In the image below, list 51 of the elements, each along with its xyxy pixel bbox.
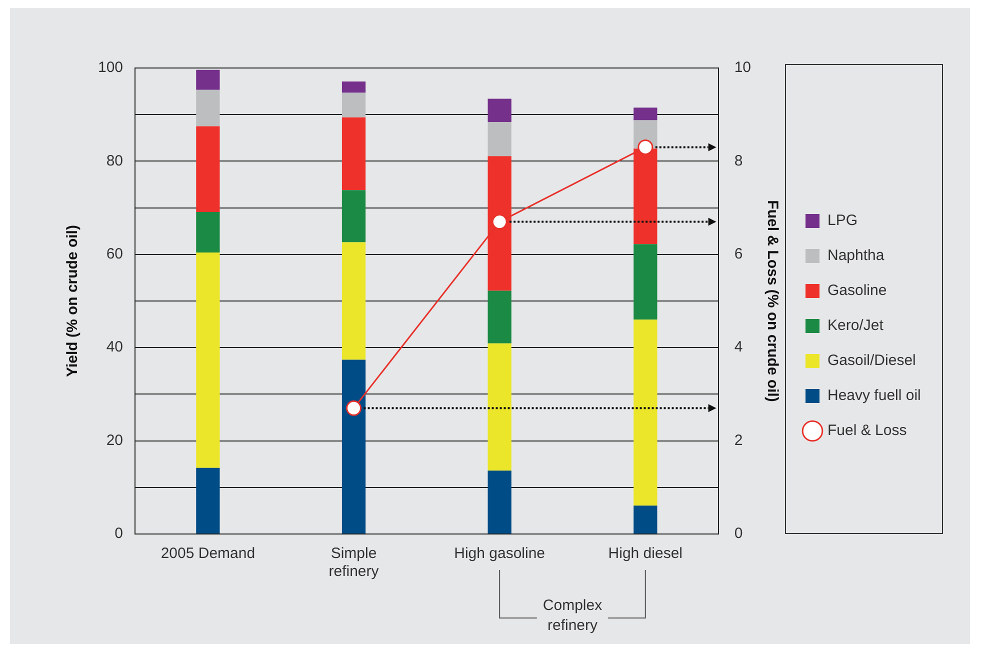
bar (196, 126, 220, 212)
legend-label: Gasoil/Diesel (828, 352, 916, 370)
y2-tick-label: 6 (734, 246, 743, 263)
bar (634, 244, 658, 320)
bar (342, 92, 366, 118)
point (638, 139, 654, 155)
y-tick-label: 0 (114, 525, 124, 542)
legend-label: Kero/Jet (828, 317, 884, 334)
y-tick-label: 40 (106, 338, 124, 356)
bar (196, 70, 220, 90)
bar (634, 506, 658, 534)
x-tick-label: High diesel (608, 545, 683, 562)
bar (634, 320, 658, 506)
y2-tick-label: 8 (734, 152, 743, 170)
y-tick-label: 80 (106, 152, 124, 170)
point (346, 400, 362, 416)
bar (342, 117, 366, 190)
y-tick-label: 100 (98, 59, 124, 76)
bar (488, 156, 512, 291)
legend-label: Naphtha (828, 247, 885, 264)
y2-tick-label: 0 (734, 525, 743, 542)
legend-label: LPG (828, 212, 858, 230)
bar (196, 90, 220, 126)
point (492, 214, 508, 230)
bar (342, 82, 366, 93)
bar (634, 108, 658, 120)
bar (196, 252, 220, 468)
bar (342, 360, 366, 534)
x-tick-label: High gasoline (454, 545, 546, 562)
y-axis-title: Yield (% on crude oil) (64, 225, 82, 377)
x-tick-label: Simple refinery (328, 545, 380, 580)
bar (488, 122, 512, 156)
bar (488, 470, 512, 534)
y2-tick-label: 2 (734, 432, 743, 449)
y2-tick-label: 10 (734, 59, 752, 76)
bar (488, 343, 512, 471)
y-tick-label: 20 (106, 432, 124, 449)
bar (196, 212, 220, 253)
bar (488, 290, 512, 344)
legend-label: Heavy fuell oil (828, 387, 921, 404)
y2-axis-title: Fuel & Loss (% on crude oil) (764, 200, 781, 402)
bar (488, 98, 512, 122)
text: Complex refinery (542, 597, 603, 634)
bar (342, 242, 366, 360)
y-tick-label: 60 (106, 246, 124, 263)
bar (342, 190, 366, 242)
legend-label: Fuel & Loss (828, 422, 907, 440)
y2-tick-label: 4 (734, 338, 743, 356)
legend-label: Gasoline (828, 282, 887, 300)
bar (196, 468, 220, 534)
x-tick-label: 2005 Demand (160, 545, 256, 562)
